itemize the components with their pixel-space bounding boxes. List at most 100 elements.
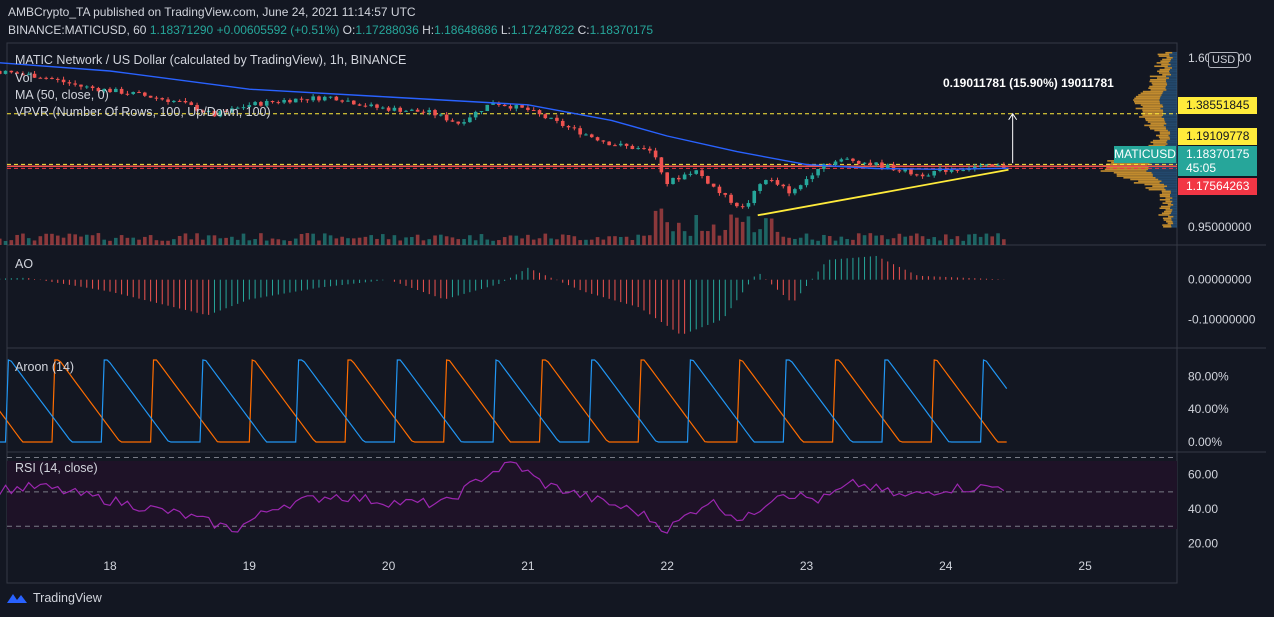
volume-bar bbox=[479, 234, 484, 245]
candle-body bbox=[322, 96, 327, 101]
volume-bar bbox=[624, 236, 629, 245]
vpvr-row bbox=[1145, 187, 1165, 189]
tag-last-price: 1.18370175 45:05 bbox=[1178, 146, 1257, 176]
vpvr-row bbox=[1165, 87, 1177, 90]
vpvr-row bbox=[1171, 217, 1177, 220]
candle-body bbox=[665, 172, 669, 185]
volume-bar bbox=[891, 238, 896, 245]
vpvr-row bbox=[1159, 133, 1171, 135]
vpvr-row bbox=[1172, 51, 1177, 54]
publisher-line: AMBCrypto_TA published on TradingView.co… bbox=[8, 5, 416, 19]
candle-body bbox=[973, 166, 977, 169]
volume-bar bbox=[357, 237, 362, 245]
chart-canvas[interactable]: 1.600000000.950000000.00000000-0.1000000… bbox=[0, 40, 1274, 585]
vpvr-row bbox=[1151, 171, 1177, 174]
candle-body bbox=[543, 114, 548, 119]
vpvr-row bbox=[1104, 168, 1149, 171]
candle-body bbox=[560, 120, 565, 126]
trendline[interactable] bbox=[757, 112, 1018, 217]
volume-bar bbox=[798, 237, 803, 245]
candle-body bbox=[212, 110, 217, 117]
volume-bar bbox=[311, 233, 315, 245]
vpvr-row bbox=[1163, 114, 1177, 117]
candle-body bbox=[618, 143, 623, 146]
volume-bar bbox=[137, 239, 141, 245]
volume-bar bbox=[270, 238, 275, 245]
aroon-up-line bbox=[0, 359, 1007, 443]
candles bbox=[0, 69, 1006, 209]
vpvr-row bbox=[1159, 138, 1171, 140]
candle-body bbox=[909, 169, 913, 175]
high-key: H: bbox=[422, 23, 435, 37]
ascending-trendline bbox=[757, 168, 1009, 217]
candle-body bbox=[351, 100, 356, 105]
volume-bar bbox=[920, 236, 925, 245]
candle-body bbox=[253, 102, 257, 106]
candle-body bbox=[189, 102, 194, 105]
currency-badge[interactable]: USD bbox=[1208, 52, 1240, 68]
rsi-tick: 20.00 bbox=[1188, 536, 1218, 550]
candle-body bbox=[427, 110, 432, 113]
volume-bar bbox=[856, 233, 861, 245]
volume-bar bbox=[79, 236, 83, 245]
candle-body bbox=[380, 107, 385, 109]
aroon-lines bbox=[0, 359, 1008, 443]
volume-bar bbox=[218, 238, 223, 245]
candle-body bbox=[984, 164, 989, 166]
vpvr-row bbox=[1138, 116, 1162, 118]
symbol-label[interactable]: BINANCE:MATICUSD, 60 bbox=[8, 23, 147, 37]
candle-body bbox=[514, 105, 519, 109]
volume-bar bbox=[746, 216, 751, 245]
volume-bar bbox=[131, 237, 136, 245]
price-change: +0.00605592 (+0.51%) bbox=[216, 23, 340, 37]
volume-bar bbox=[885, 239, 890, 245]
vpvr-row bbox=[1170, 207, 1177, 210]
candle-body bbox=[520, 105, 524, 108]
volume-bar bbox=[230, 236, 234, 245]
volume-bar bbox=[276, 239, 281, 245]
candle-body bbox=[90, 86, 95, 89]
vpvr-row bbox=[1149, 80, 1166, 83]
vpvr-row bbox=[1148, 87, 1166, 90]
volume-bar bbox=[450, 237, 455, 245]
candle-body bbox=[798, 185, 803, 190]
vpvr-row bbox=[1166, 57, 1173, 59]
vpvr-row bbox=[1161, 116, 1177, 118]
vpvr-row bbox=[1158, 72, 1170, 74]
vpvr-row bbox=[1172, 209, 1177, 211]
candle-body bbox=[885, 164, 890, 168]
vpvr-row bbox=[1169, 70, 1177, 73]
volume-bar bbox=[410, 237, 414, 245]
vpvr-row bbox=[1160, 205, 1171, 208]
candle-body bbox=[444, 114, 449, 121]
vpvr-row bbox=[1166, 220, 1173, 223]
volume-bar bbox=[346, 238, 350, 245]
candle-body bbox=[183, 100, 188, 103]
rsi-line bbox=[0, 456, 1177, 534]
candle-body bbox=[160, 98, 165, 100]
vpvr-row bbox=[1161, 180, 1177, 182]
vpvr-row bbox=[1172, 220, 1177, 223]
tradingview-logo[interactable]: TradingView bbox=[6, 591, 102, 605]
tradingview-icon bbox=[7, 594, 27, 603]
candle-body bbox=[241, 107, 246, 109]
vpvr-row bbox=[1158, 178, 1177, 181]
vpvr-row bbox=[1149, 85, 1166, 88]
candle-body bbox=[613, 145, 617, 147]
volume-bar bbox=[392, 235, 397, 245]
candle-body bbox=[386, 107, 391, 111]
volume-bar bbox=[584, 239, 588, 245]
x-axis-labels: 18 19 20 21 22 23 24 25 bbox=[103, 559, 1092, 573]
volume-bar bbox=[636, 234, 640, 245]
vpvr-row bbox=[1100, 170, 1147, 172]
candle-body bbox=[694, 170, 699, 174]
candle-body bbox=[305, 99, 310, 101]
volume-bar bbox=[172, 239, 176, 245]
vpvr-row bbox=[1165, 80, 1177, 83]
candle-body bbox=[874, 162, 878, 165]
candle-body bbox=[439, 114, 443, 116]
candle-body bbox=[775, 180, 780, 185]
aroon-label: Aroon (14) bbox=[15, 360, 75, 374]
candle-body bbox=[833, 161, 838, 165]
vpvr-row bbox=[1161, 190, 1171, 193]
